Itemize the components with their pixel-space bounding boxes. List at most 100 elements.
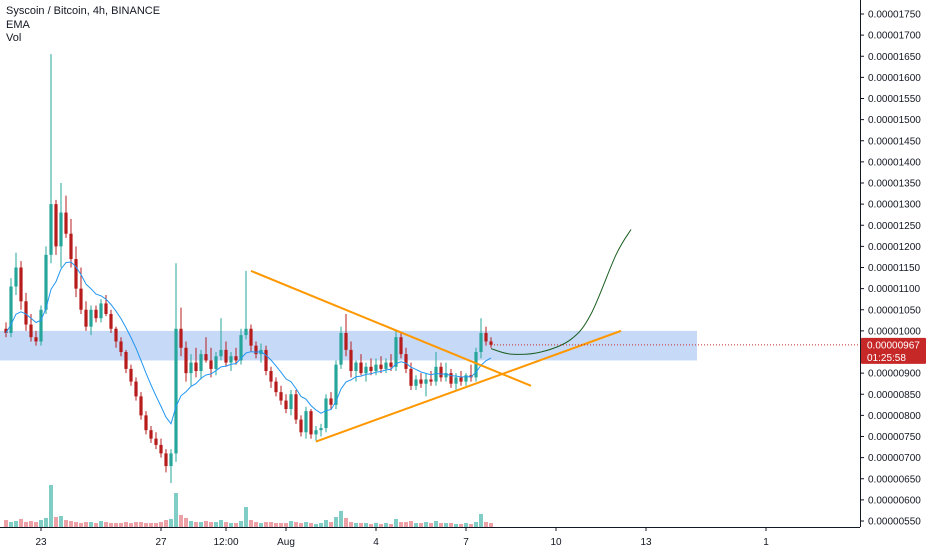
- candle[interactable]: [264, 345, 268, 376]
- candle[interactable]: [134, 377, 138, 401]
- candle[interactable]: [394, 330, 398, 372]
- candle[interactable]: [54, 199, 58, 255]
- candle[interactable]: [314, 425, 318, 441]
- candle[interactable]: [144, 411, 148, 435]
- candle[interactable]: [84, 301, 88, 331]
- candle[interactable]: [469, 364, 473, 382]
- candle[interactable]: [359, 354, 363, 376]
- candle[interactable]: [464, 373, 468, 386]
- candle[interactable]: [344, 313, 348, 357]
- candle[interactable]: [449, 368, 453, 388]
- candle[interactable]: [64, 195, 68, 238]
- candle[interactable]: [89, 305, 93, 336]
- candle[interactable]: [424, 373, 428, 397]
- x-tick-label: Aug: [277, 537, 295, 548]
- projection-path[interactable]: [490, 229, 632, 355]
- candle[interactable]: [479, 318, 483, 359]
- volume-bar: [249, 520, 253, 527]
- candle[interactable]: [289, 390, 293, 416]
- trendline-lower[interactable]: [315, 329, 622, 443]
- candle[interactable]: [489, 337, 493, 348]
- candle[interactable]: [114, 326, 118, 348]
- candle[interactable]: [234, 347, 238, 365]
- candle[interactable]: [209, 347, 213, 378]
- candle[interactable]: [329, 392, 333, 410]
- trendline-upper[interactable]: [250, 269, 532, 387]
- vol-indicator-label[interactable]: Vol: [6, 32, 22, 44]
- candle[interactable]: [19, 261, 23, 310]
- volume-bar: [489, 523, 493, 527]
- candle[interactable]: [224, 341, 228, 367]
- candle[interactable]: [484, 326, 488, 346]
- candle[interactable]: [119, 337, 123, 357]
- candle[interactable]: [369, 358, 373, 376]
- candle[interactable]: [379, 356, 383, 374]
- candle[interactable]: [204, 337, 208, 363]
- candle[interactable]: [169, 449, 173, 483]
- candle[interactable]: [349, 341, 353, 378]
- candle[interactable]: [399, 332, 403, 359]
- candle[interactable]: [474, 347, 478, 382]
- candle[interactable]: [254, 341, 258, 359]
- candle[interactable]: [249, 324, 253, 352]
- candle[interactable]: [184, 341, 188, 382]
- candle[interactable]: [339, 326, 343, 369]
- candle[interactable]: [74, 246, 78, 298]
- candle[interactable]: [34, 330, 38, 346]
- candle[interactable]: [269, 366, 273, 388]
- candle[interactable]: [419, 373, 423, 388]
- candle[interactable]: [99, 299, 103, 323]
- candle[interactable]: [294, 390, 298, 424]
- candle[interactable]: [189, 354, 193, 386]
- candle[interactable]: [324, 394, 328, 433]
- candle[interactable]: [219, 318, 223, 361]
- candle[interactable]: [354, 360, 358, 382]
- candle[interactable]: [124, 349, 128, 374]
- candle[interactable]: [94, 305, 98, 323]
- candle[interactable]: [59, 183, 63, 268]
- ema-indicator-label[interactable]: EMA: [6, 19, 30, 31]
- candle[interactable]: [4, 322, 8, 338]
- candle[interactable]: [299, 415, 303, 437]
- candle[interactable]: [129, 364, 133, 386]
- candle[interactable]: [154, 432, 158, 450]
- candle[interactable]: [9, 278, 13, 338]
- candle[interactable]: [284, 394, 288, 414]
- candle[interactable]: [429, 371, 433, 386]
- candle[interactable]: [164, 449, 168, 473]
- y-tick-label: 0.00001750: [868, 10, 921, 21]
- candle[interactable]: [434, 352, 438, 386]
- candle[interactable]: [404, 347, 408, 374]
- candle[interactable]: [69, 218, 73, 268]
- candle[interactable]: [49, 54, 53, 264]
- candle[interactable]: [139, 392, 143, 420]
- candle[interactable]: [229, 352, 233, 372]
- candle[interactable]: [309, 409, 313, 439]
- candle[interactable]: [149, 425, 153, 443]
- candle[interactable]: [199, 349, 203, 380]
- candle[interactable]: [439, 362, 443, 382]
- candle[interactable]: [14, 252, 18, 295]
- candle[interactable]: [459, 371, 463, 386]
- candle[interactable]: [389, 354, 393, 372]
- candle[interactable]: [104, 294, 108, 317]
- candle[interactable]: [444, 362, 448, 382]
- candle[interactable]: [194, 347, 198, 378]
- candle[interactable]: [304, 406, 308, 439]
- candle[interactable]: [384, 358, 388, 374]
- candle[interactable]: [174, 263, 178, 462]
- candle[interactable]: [179, 307, 183, 357]
- candle[interactable]: [244, 270, 248, 340]
- candle[interactable]: [279, 385, 283, 405]
- candle[interactable]: [414, 375, 418, 391]
- candle[interactable]: [274, 377, 278, 397]
- candle[interactable]: [39, 305, 43, 346]
- candle[interactable]: [24, 292, 28, 331]
- candle[interactable]: [319, 423, 323, 437]
- candle[interactable]: [44, 246, 48, 314]
- candle[interactable]: [364, 362, 368, 382]
- candle[interactable]: [214, 352, 218, 376]
- candle[interactable]: [109, 309, 113, 333]
- candle[interactable]: [159, 438, 163, 458]
